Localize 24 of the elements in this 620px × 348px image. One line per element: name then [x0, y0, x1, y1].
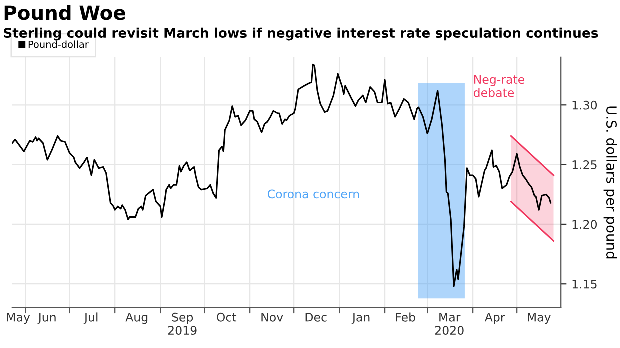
band-label: Corona concern — [268, 190, 360, 199]
x-tick-label: Dec — [306, 313, 327, 322]
x-tick-label: May — [528, 313, 551, 324]
x-tick-label: Nov — [262, 313, 284, 322]
chart-title: Pound Woe — [4, 5, 126, 20]
x-tick-label: Mar 2020 — [435, 313, 464, 336]
x-tick-label: Apr — [484, 313, 506, 324]
x-tick-label: May — [7, 313, 30, 324]
y-axis-title: U.S. dollars per pound — [604, 106, 618, 259]
x-tick-label: Jun — [38, 313, 56, 324]
annotation: Neg-rate debate — [474, 75, 525, 98]
x-tick-label: Aug — [126, 313, 148, 324]
legend-label: Pound-dollar — [28, 40, 89, 48]
chart-subtitle: Sterling could revisit March lows if negative interest rate speculation continues — [4, 28, 598, 41]
line-series — [12, 64, 552, 288]
y-tick-label: 1.15 — [572, 280, 597, 289]
x-tick-label: Jan — [352, 313, 370, 324]
x-tick-label: Feb — [396, 312, 416, 322]
x-tick-label: Jul — [84, 312, 98, 324]
x-tick-label: Oct — [217, 312, 237, 322]
y-tick-label: 1.25 — [572, 160, 597, 170]
y-tick-label: 1.30 — [572, 100, 598, 110]
y-tick-label: 1.20 — [572, 220, 598, 230]
x-tick-label: Sep 2019 — [168, 312, 197, 336]
